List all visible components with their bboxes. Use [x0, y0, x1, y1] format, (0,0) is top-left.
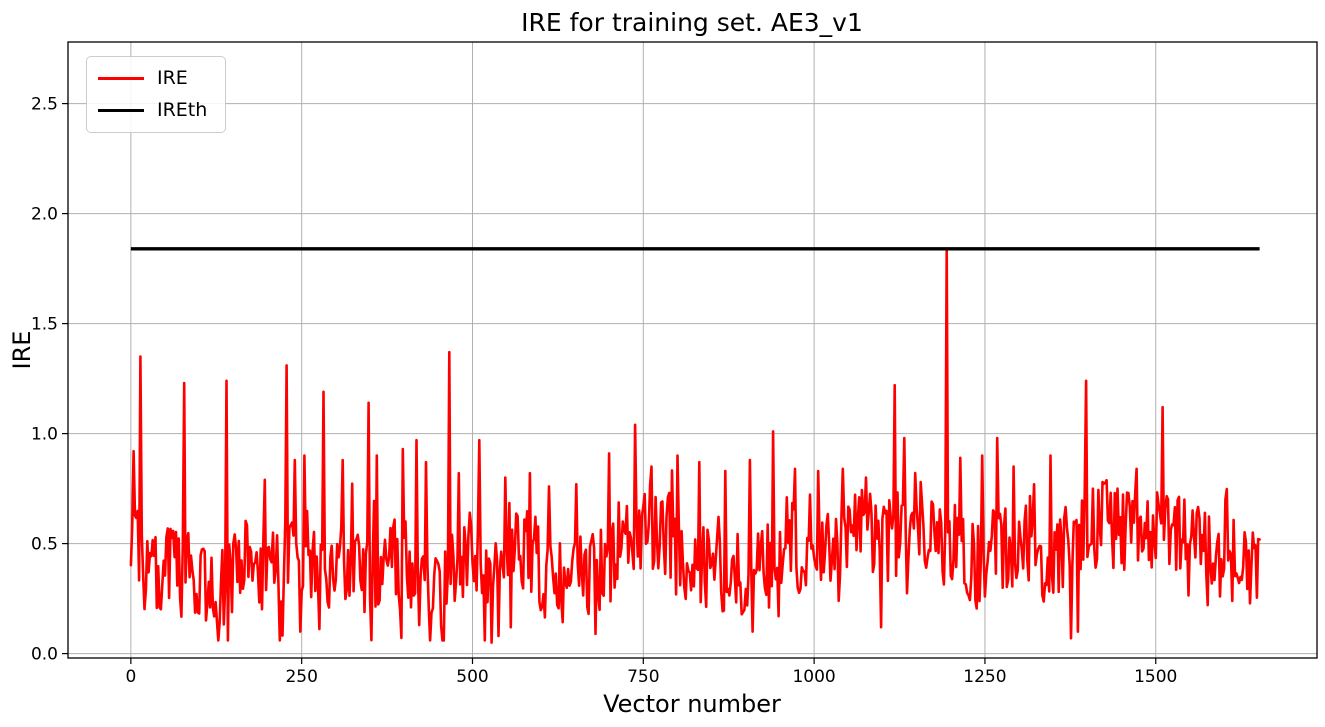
- y-tick-label: 0.0: [31, 645, 58, 665]
- x-axis-label: Vector number: [603, 690, 781, 718]
- x-tick-label: 500: [456, 667, 488, 687]
- x-tick-label: 750: [627, 667, 659, 687]
- y-tick-label: 1.5: [31, 315, 58, 335]
- x-tick-label: 1250: [963, 667, 1006, 687]
- y-tick-label: 2.5: [31, 95, 58, 115]
- series-layer: [129, 247, 1261, 644]
- x-tick-label: 1500: [1134, 667, 1177, 687]
- y-tick-label: 2.0: [31, 205, 58, 225]
- legend-label-ire: IRE: [157, 67, 188, 89]
- legend-line-sample-ire: [98, 76, 144, 80]
- chart-title: IRE for training set. AE3_v1: [521, 8, 863, 37]
- x-tick-label: 0: [125, 667, 136, 687]
- grid-layer: [68, 42, 1317, 658]
- legend-item-ire: IRE: [98, 68, 207, 89]
- legend-label-ireth: IREth: [157, 98, 208, 121]
- legend: IRE IREth: [86, 56, 227, 133]
- legend-item-ireth: IREth: [98, 98, 208, 121]
- plot-border: [67, 41, 1318, 659]
- y-tick-label: 1.0: [31, 425, 58, 445]
- x-tick-label: 250: [285, 667, 317, 687]
- ire-line: [129, 247, 1261, 644]
- axes-layer: 0 250 500 750 1000 1250 1500 0.0 0.5 1.0 1.5 2.0 2.5: [31, 41, 1318, 687]
- legend-line-sample-ireth: [98, 108, 144, 113]
- y-tick-label: 0.5: [31, 535, 58, 555]
- x-tick-label: 1000: [792, 667, 835, 687]
- y-axis-label: IRE: [8, 331, 36, 370]
